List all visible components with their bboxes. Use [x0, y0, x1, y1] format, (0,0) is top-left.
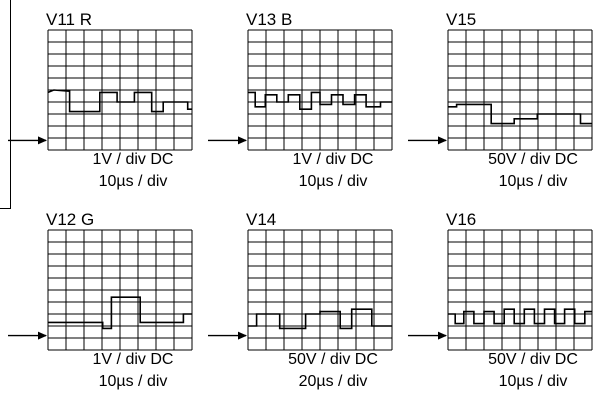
waveform-trace	[448, 103, 592, 125]
panel-title: V14	[246, 210, 277, 229]
volts-per-div-label: 1V / div DC	[92, 151, 174, 168]
time-per-div-label: 10µs / div	[498, 173, 568, 190]
ground-marker-icon	[208, 331, 247, 340]
ground-marker-icon	[408, 136, 447, 145]
ground-marker-icon	[8, 331, 47, 340]
scope-grid	[47, 229, 193, 351]
panel-title: V15	[446, 10, 477, 29]
time-per-div-label: 10µs / div	[298, 173, 368, 190]
time-per-div-label: 10µs / div	[98, 173, 168, 190]
ground-marker-icon	[8, 136, 47, 145]
time-per-div-label: 10µs / div	[98, 373, 168, 390]
volts-per-div-label: 50V / div DC	[488, 151, 578, 168]
scope-grid	[47, 29, 193, 151]
oscilloscope-screen	[208, 229, 393, 351]
waveform-trace	[248, 308, 392, 330]
scope-grid	[447, 229, 593, 351]
scope-panel: V12 G 1V / div DC 10µs / div	[8, 210, 206, 405]
volts-per-div-label: 1V / div DC	[292, 151, 374, 168]
waveform-trace	[248, 91, 392, 110]
waveform-trace	[448, 308, 592, 325]
ground-marker-icon	[208, 136, 247, 145]
waveform-trace	[48, 296, 192, 330]
volts-per-div-label: 50V / div DC	[288, 351, 378, 368]
oscilloscope-screen	[8, 229, 193, 351]
scope-grid	[447, 29, 593, 151]
oscilloscope-screen	[408, 29, 593, 151]
scope-grid	[247, 229, 393, 351]
scope-panel: V13 B 1V / div DC 10µs / div	[208, 10, 406, 205]
panel-title: V13 B	[246, 10, 293, 29]
oscilloscope-screen	[8, 29, 193, 151]
oscilloscope-screen	[408, 229, 593, 351]
oscilloscope-screen	[208, 29, 393, 151]
volts-per-div-label: 50V / div DC	[488, 351, 578, 368]
scope-grid	[247, 29, 393, 151]
time-per-div-label: 10µs / div	[498, 373, 568, 390]
waveform-trace	[47, 89, 192, 113]
scope-panel: V14 50V / div DC 20µs / div	[208, 210, 406, 405]
panel-title: V11 R	[46, 10, 92, 29]
panel-title: V12 G	[46, 210, 95, 229]
scope-panel: V16 50V / div DC 10µs / div	[408, 210, 605, 405]
panel-title: V16	[446, 210, 477, 229]
frame-border	[0, 0, 11, 209]
time-per-div-label: 20µs / div	[298, 373, 368, 390]
scope-panel: V11 R 1V / div DC 10µs / div	[8, 10, 206, 205]
volts-per-div-label: 1V / div DC	[92, 351, 174, 368]
scope-panel: V15 50V / div DC 10µs / div	[408, 10, 605, 205]
ground-marker-icon	[408, 331, 447, 340]
